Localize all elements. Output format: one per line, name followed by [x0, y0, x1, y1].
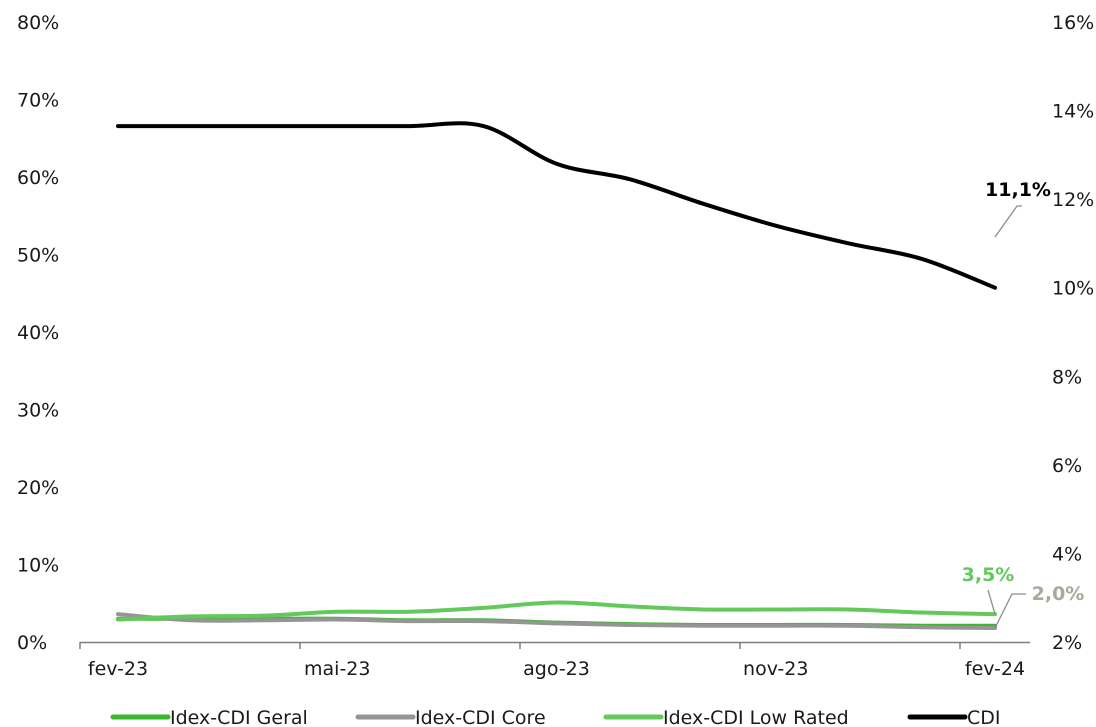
legend-label-idex-cdi-low-rated: Idex-CDI Low Rated — [663, 707, 849, 727]
y-right-tick-label: 14% — [1052, 101, 1094, 123]
axes: fev-23 mai-23 ago-23 nov-23 fev-24 0% 10% 20% 30… — [17, 12, 1094, 680]
y-right-tick-label: 8% — [1052, 366, 1082, 388]
annotation-leader-cdi — [994, 205, 1022, 238]
x-tick-label: mai-23 — [304, 658, 370, 680]
y-right-tick-label: 6% — [1052, 455, 1082, 477]
series-layer — [116, 121, 997, 631]
y-left-tick-label: 70% — [17, 90, 59, 112]
annotation-label-idex-cdi-core: 2,0% — [1032, 583, 1085, 605]
annotation-leader-idex-cdi-core — [994, 593, 1026, 629]
y-left-tick-label: 80% — [17, 12, 59, 34]
y-left-tick-label: 60% — [17, 167, 59, 189]
y-right-tick-label: 4% — [1052, 543, 1082, 565]
y-right-tick-label: 16% — [1052, 12, 1094, 34]
series-line-cdi — [116, 121, 997, 290]
y-right-tick-label: 12% — [1052, 189, 1094, 211]
legend: Idex-CDI Geral Idex-CDI Core Idex-CDI Low … — [110, 707, 1001, 727]
y-right-tick-label: 2% — [1052, 632, 1082, 654]
y-left-tick-label: 50% — [17, 245, 59, 267]
y-left-tick-label: 30% — [17, 400, 59, 422]
y-right-tick-label: 10% — [1052, 278, 1094, 300]
annotation-label-cdi: 11,1% — [985, 179, 1051, 201]
x-tick-label: nov-23 — [743, 658, 808, 680]
legend-label-idex-cdi-core: Idex-CDI Core — [415, 707, 546, 727]
y-left-tick-label: 40% — [17, 322, 59, 344]
y-left-tick-label: 10% — [17, 555, 59, 577]
legend-label-cdi: CDI — [967, 707, 1001, 727]
annotation-leader-idex-cdi-low-rated — [987, 589, 996, 615]
legend-label-idex-cdi-geral: Idex-CDI Geral — [170, 707, 308, 727]
y-left-tick-label: 20% — [17, 477, 59, 499]
y-left-tick-label: 0% — [17, 632, 47, 654]
x-tick-label: ago-23 — [523, 658, 590, 680]
series-line-idex-cdi-low-rated — [116, 600, 997, 622]
annotation-label-idex-cdi-low-rated: 3,5% — [962, 564, 1015, 586]
x-tick-label: fev-23 — [88, 658, 148, 680]
annotations: 11,1% 3,5% 2,0% — [962, 179, 1085, 629]
x-tick-label: fev-24 — [965, 658, 1025, 680]
series-line-idex-cdi-core — [116, 612, 997, 631]
